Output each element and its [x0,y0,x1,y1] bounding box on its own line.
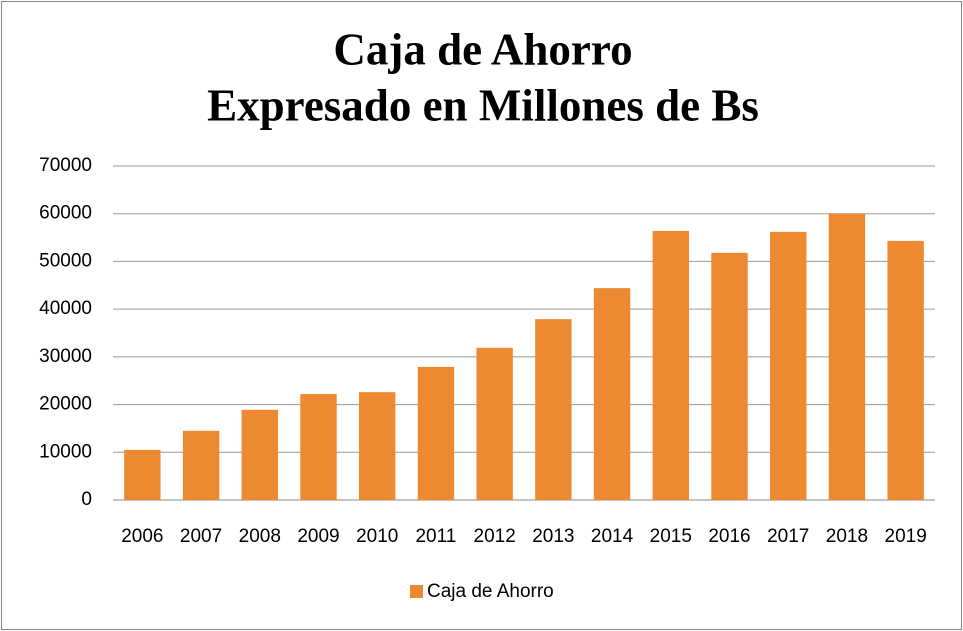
bar [711,252,748,500]
y-tick-label: 10000 [39,441,92,462]
bar [770,231,807,501]
x-tick-label: 2011 [415,526,456,547]
y-tick-label: 20000 [39,394,92,415]
x-tick-label: 2008 [239,526,281,547]
y-tick-label: 60000 [39,203,92,224]
bar [476,347,513,500]
bar [828,213,866,500]
legend-label: Caja de Ahorro [427,581,554,602]
y-tick-label: 50000 [39,250,92,271]
x-tick-label: 2012 [474,526,516,547]
x-tick-label: 2006 [121,526,163,547]
bar [417,366,455,500]
y-tick-label: 40000 [39,298,92,319]
y-tick-label: 70000 [39,155,92,176]
bar [359,392,396,500]
legend-swatch [410,585,423,598]
x-tick-label: 2010 [356,526,398,547]
bar [124,449,161,500]
bar [241,409,278,500]
x-tick-label: 2019 [885,526,927,547]
bar [300,394,337,500]
chart-title: Caja de Ahorro [333,24,632,74]
bar [887,240,924,500]
x-tick-label: 2016 [708,526,750,547]
chart-title: Expresado en Millones de Bs [207,80,759,130]
bar [652,230,689,501]
y-tick-label: 0 [81,489,92,510]
bar [535,319,572,500]
x-tick-label: 2015 [650,526,692,547]
x-tick-label: 2013 [532,526,574,547]
x-tick-label: 2007 [180,526,222,547]
x-tick-label: 2014 [591,526,634,547]
bar [593,288,631,500]
y-tick-label: 30000 [39,346,92,367]
bar [182,430,220,500]
x-tick-label: 2018 [826,526,868,547]
x-tick-label: 2009 [297,526,339,547]
x-tick-label: 2017 [767,526,809,547]
